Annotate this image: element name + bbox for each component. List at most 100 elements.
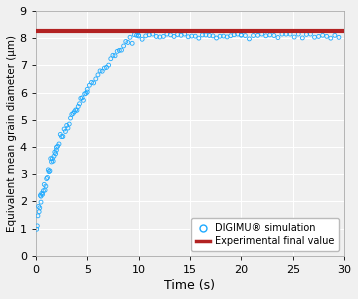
Point bbox=[182, 32, 188, 36]
Point bbox=[131, 32, 137, 37]
Point bbox=[106, 63, 111, 68]
Point bbox=[214, 36, 219, 40]
Point bbox=[93, 77, 99, 81]
Point bbox=[279, 32, 285, 36]
Point bbox=[70, 111, 76, 116]
Point bbox=[203, 33, 209, 37]
Point bbox=[231, 32, 237, 37]
Point bbox=[251, 33, 256, 38]
Point bbox=[45, 167, 51, 172]
Point bbox=[185, 34, 191, 39]
Point bbox=[312, 35, 318, 39]
Point bbox=[143, 33, 149, 38]
Point bbox=[221, 34, 227, 39]
Point bbox=[324, 34, 330, 39]
Point bbox=[238, 33, 244, 37]
Point bbox=[76, 104, 81, 109]
Point bbox=[127, 35, 133, 40]
Point bbox=[178, 33, 184, 38]
Point bbox=[102, 66, 107, 71]
Point bbox=[146, 32, 152, 37]
Point bbox=[38, 194, 44, 199]
Point bbox=[34, 223, 40, 228]
Point bbox=[83, 91, 89, 96]
Point bbox=[36, 209, 42, 214]
Point bbox=[228, 33, 233, 38]
Point bbox=[89, 80, 95, 85]
Point bbox=[65, 126, 71, 130]
Point bbox=[207, 33, 212, 38]
Point bbox=[81, 98, 86, 103]
Legend: DIGIMU® simulation, Experimental final value: DIGIMU® simulation, Experimental final v… bbox=[191, 218, 339, 251]
Point bbox=[52, 150, 58, 155]
Point bbox=[267, 33, 273, 37]
Point bbox=[114, 49, 120, 54]
Point bbox=[129, 41, 135, 46]
Point bbox=[84, 90, 90, 94]
Point bbox=[73, 108, 78, 112]
Point bbox=[34, 227, 40, 232]
Point bbox=[247, 36, 252, 41]
Point bbox=[299, 36, 305, 40]
Point bbox=[242, 33, 248, 38]
Point bbox=[168, 32, 173, 37]
Point bbox=[224, 34, 230, 39]
Point bbox=[38, 193, 43, 198]
Point bbox=[53, 152, 58, 156]
Point bbox=[263, 33, 268, 38]
Point bbox=[189, 34, 195, 39]
Point bbox=[69, 112, 75, 117]
Point bbox=[116, 48, 122, 53]
Point bbox=[108, 56, 113, 61]
Point bbox=[40, 192, 45, 197]
Point bbox=[320, 33, 325, 38]
Point bbox=[118, 48, 124, 53]
Point bbox=[47, 168, 53, 173]
Point bbox=[42, 188, 48, 193]
Point bbox=[87, 83, 92, 88]
Point bbox=[97, 68, 103, 73]
Point bbox=[125, 40, 131, 45]
Point bbox=[84, 87, 90, 92]
Point bbox=[56, 142, 62, 147]
Point bbox=[54, 145, 59, 150]
Point bbox=[57, 132, 63, 137]
Point bbox=[36, 204, 42, 209]
Point bbox=[175, 32, 180, 37]
Point bbox=[103, 65, 109, 70]
Point bbox=[112, 53, 118, 58]
Point bbox=[235, 32, 241, 36]
Y-axis label: Equivalent mean grain diameter (μm): Equivalent mean grain diameter (μm) bbox=[7, 35, 17, 232]
Point bbox=[121, 44, 126, 48]
Point bbox=[66, 122, 72, 126]
Point bbox=[196, 36, 202, 41]
Point bbox=[79, 95, 85, 100]
Point bbox=[55, 144, 61, 149]
Point bbox=[328, 36, 334, 41]
Point bbox=[51, 154, 57, 159]
Point bbox=[164, 32, 170, 36]
Point bbox=[100, 69, 105, 74]
Point bbox=[38, 200, 44, 205]
Point bbox=[275, 35, 281, 40]
Point bbox=[136, 33, 141, 38]
Point bbox=[37, 205, 43, 210]
Point bbox=[40, 188, 46, 193]
Point bbox=[134, 33, 139, 38]
Point bbox=[255, 33, 261, 38]
Point bbox=[35, 213, 41, 218]
Point bbox=[39, 191, 45, 196]
Point bbox=[304, 32, 309, 37]
Point bbox=[43, 184, 49, 188]
Point bbox=[49, 156, 55, 161]
Point bbox=[49, 160, 54, 164]
Point bbox=[91, 80, 97, 85]
Point bbox=[61, 127, 67, 132]
Point bbox=[68, 116, 73, 120]
Point bbox=[82, 91, 88, 96]
Point bbox=[95, 72, 101, 77]
Point bbox=[271, 33, 277, 38]
Point bbox=[78, 96, 84, 101]
Point bbox=[192, 34, 198, 39]
Point bbox=[48, 156, 54, 161]
